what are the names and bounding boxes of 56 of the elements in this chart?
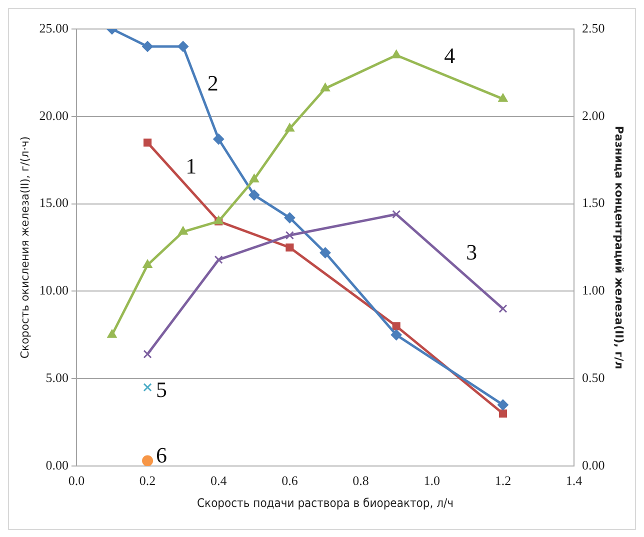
y2-axis-title: Разница концентраций железа(II), г/л: [612, 126, 626, 370]
point: [498, 410, 507, 418]
point: [143, 383, 152, 392]
point: [107, 329, 117, 338]
y2-tick-label: 2.50: [582, 20, 605, 36]
point: [286, 243, 294, 252]
x-tick-label: 0.2: [139, 473, 156, 488]
point: [142, 259, 152, 268]
y-tick-label: 10.00: [39, 282, 68, 298]
x-tick-label: 0.6: [282, 473, 298, 488]
series-label: 6: [156, 442, 168, 468]
x-tick-label: 0.4: [210, 473, 228, 488]
point: [144, 138, 152, 147]
y2-tick-label: 1.50: [582, 195, 605, 210]
point: [143, 350, 152, 358]
point: [285, 230, 294, 240]
point: [284, 123, 295, 132]
point: [392, 322, 400, 330]
y-tick-label: 20.00: [39, 108, 68, 123]
x-tick-label: 0.0: [68, 473, 85, 488]
point: [249, 174, 259, 182]
point: [178, 40, 189, 52]
x-tick-label: 0.8: [352, 473, 369, 488]
series-label: 4: [444, 42, 456, 68]
point: [213, 134, 224, 145]
series-label: 1: [186, 154, 197, 179]
point: [142, 40, 154, 52]
x-axis-title: Скорость подачи раствора в биореактор, л/ч: [197, 496, 454, 510]
y2-tick-label: 0.00: [582, 457, 605, 472]
point: [320, 247, 331, 258]
y2-tick-label: 2.00: [582, 108, 605, 123]
y-tick-label: 25.00: [39, 20, 68, 36]
x-tick-label: 1.2: [494, 473, 512, 488]
y-tick-label: 15.00: [39, 195, 68, 210]
point: [497, 399, 508, 410]
point: [284, 212, 296, 224]
series-label: 2: [207, 70, 218, 96]
point: [392, 50, 402, 58]
y-tick-label: 0.00: [46, 457, 68, 472]
point: [214, 255, 223, 264]
point: [142, 455, 154, 466]
point: [178, 226, 188, 235]
point: [498, 304, 508, 313]
point: [392, 210, 401, 219]
point: [498, 93, 508, 102]
point: [248, 190, 260, 201]
x-tick-label: 1.0: [424, 473, 440, 488]
series-label: 5: [156, 377, 168, 402]
y2-tick-label: 0.50: [582, 370, 605, 386]
point: [390, 329, 402, 340]
y-axis-title: Скорость окисления железа(II), г/(л·ч): [18, 136, 32, 359]
point: [320, 82, 330, 92]
y-tick-label: 5.00: [46, 370, 68, 386]
x-tick-label: 1.4: [566, 473, 583, 488]
series-label: 3: [466, 239, 478, 264]
y2-tick-label: 1.00: [582, 282, 605, 298]
